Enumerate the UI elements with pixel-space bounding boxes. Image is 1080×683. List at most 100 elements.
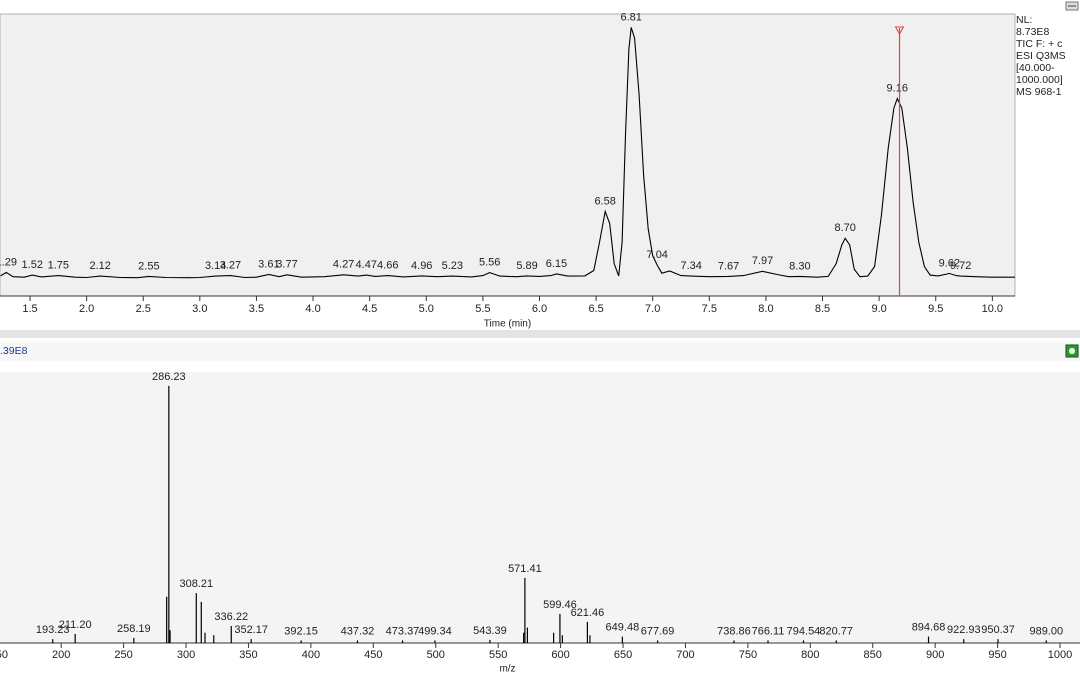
x-tick-label: 150 bbox=[0, 649, 8, 661]
stick-label: 794.54 bbox=[787, 625, 821, 637]
stick-label: 599.46 bbox=[543, 599, 577, 611]
stick-label: 820.77 bbox=[819, 625, 853, 637]
x-tick-label: 6.5 bbox=[588, 303, 603, 315]
peak-label: 2.12 bbox=[89, 260, 110, 272]
x-tick-label: 5.0 bbox=[419, 303, 434, 315]
stick-label: 286.23 bbox=[152, 371, 186, 383]
spectrum-icon[interactable] bbox=[1065, 344, 1079, 358]
stick-label: 950.37 bbox=[981, 624, 1015, 636]
x-tick-label: 700 bbox=[676, 649, 694, 661]
peak-label: 3.14 bbox=[205, 260, 226, 272]
stick-label: 677.69 bbox=[641, 625, 675, 637]
x-tick-label: 450 bbox=[364, 649, 382, 661]
x-axis-title: m/z bbox=[499, 664, 515, 675]
peak-label: 3.77 bbox=[276, 259, 297, 271]
x-tick-label: 650 bbox=[614, 649, 632, 661]
x-tick-label: 3.0 bbox=[192, 303, 207, 315]
peak-label: 4.47 bbox=[356, 259, 377, 271]
x-tick-label: 8.5 bbox=[815, 303, 830, 315]
x-tick-label: 8.0 bbox=[758, 303, 773, 315]
stick-label: 989.00 bbox=[1029, 625, 1063, 637]
stick-label: 258.19 bbox=[117, 623, 151, 635]
x-tick-label: 750 bbox=[739, 649, 757, 661]
stick-label: 766.11 bbox=[752, 625, 785, 637]
x-tick-label: 10.0 bbox=[982, 303, 1003, 315]
x-tick-label: 200 bbox=[52, 649, 70, 661]
peak-label: 1.29 bbox=[0, 256, 17, 268]
stick-label: 738.86 bbox=[717, 625, 751, 637]
x-tick-label: 7.5 bbox=[702, 303, 717, 315]
normalization-level: .39E8 bbox=[0, 345, 28, 357]
peak-label: 7.97 bbox=[752, 255, 773, 267]
scan-info: 1000.000] bbox=[1016, 74, 1063, 86]
stick-label: 392.15 bbox=[284, 625, 318, 637]
x-tick-label: 4.5 bbox=[362, 303, 377, 315]
peak-label: 1.52 bbox=[22, 259, 43, 271]
x-axis-title: Time (min) bbox=[484, 319, 531, 330]
stick-label: 336.22 bbox=[214, 611, 248, 623]
peak-label: 9.72 bbox=[950, 260, 971, 272]
pin-icon[interactable] bbox=[1065, 1, 1079, 11]
stick-label: 621.46 bbox=[571, 607, 605, 619]
peak-label: 3.27 bbox=[220, 259, 241, 271]
x-tick-label: 800 bbox=[801, 649, 819, 661]
peak-label: 5.23 bbox=[442, 260, 463, 272]
scan-info: NL: bbox=[1016, 14, 1032, 26]
scan-info: MS 968-1 bbox=[1016, 86, 1062, 98]
stick-label: 543.39 bbox=[473, 625, 507, 637]
stick-label: 193.23 bbox=[36, 624, 70, 636]
cursor-handle bbox=[894, 26, 905, 36]
peak-label: 8.70 bbox=[834, 222, 855, 234]
x-tick-label: 9.5 bbox=[928, 303, 943, 315]
spectrum-plot-area bbox=[0, 372, 1080, 643]
peak-label: 7.04 bbox=[647, 249, 668, 261]
stick-label: 571.41 bbox=[508, 563, 542, 575]
peak-label: 9.16 bbox=[887, 83, 908, 95]
scan-info: ESI Q3MS bbox=[1016, 50, 1066, 62]
peak-label: 4.27 bbox=[333, 259, 354, 271]
peak-label: 7.34 bbox=[680, 260, 701, 272]
stick-label: 922.93 bbox=[947, 624, 981, 636]
x-tick-label: 1.5 bbox=[22, 303, 37, 315]
chromatogram-plot-area bbox=[0, 13, 1016, 297]
peak-label: 7.67 bbox=[718, 260, 739, 272]
x-tick-label: 2.5 bbox=[136, 303, 151, 315]
stick-label: 308.21 bbox=[179, 578, 213, 590]
peak-label: 6.15 bbox=[546, 258, 567, 270]
x-tick-label: 6.0 bbox=[532, 303, 547, 315]
x-tick-label: 500 bbox=[427, 649, 445, 661]
x-tick-label: 350 bbox=[239, 649, 257, 661]
x-tick-label: 7.0 bbox=[645, 303, 660, 315]
scan-info: [40.000- bbox=[1016, 62, 1055, 74]
stick-label: 352.17 bbox=[234, 624, 268, 636]
x-tick-label: 300 bbox=[177, 649, 195, 661]
peak-label: 8.30 bbox=[789, 260, 810, 272]
pane-separator bbox=[0, 330, 1080, 338]
peak-label: 2.55 bbox=[138, 260, 159, 272]
x-tick-label: 1000 bbox=[1048, 649, 1072, 661]
peak-label: 9.62 bbox=[939, 257, 960, 269]
peak-label: 4.66 bbox=[377, 259, 398, 271]
stick-label: 473.37 bbox=[386, 625, 420, 637]
stick-label: 499.34 bbox=[418, 625, 452, 637]
x-tick-label: 4.0 bbox=[305, 303, 320, 315]
stick-label: 211.20 bbox=[59, 619, 92, 631]
x-tick-label: 850 bbox=[864, 649, 882, 661]
chromatogram-trace bbox=[0, 27, 1015, 279]
x-tick-label: 550 bbox=[489, 649, 507, 661]
peak-label: 5.89 bbox=[516, 260, 537, 272]
x-tick-label: 600 bbox=[551, 649, 569, 661]
stick-label: 437.32 bbox=[341, 625, 375, 637]
peak-label: 6.58 bbox=[594, 195, 615, 207]
scan-info: 8.73E8 bbox=[1016, 26, 1049, 38]
x-tick-label: 400 bbox=[302, 649, 320, 661]
x-tick-label: 2.0 bbox=[79, 303, 94, 315]
stick-label: 649.48 bbox=[606, 621, 640, 633]
peak-label: 3.61 bbox=[258, 258, 279, 270]
peak-label: 6.81 bbox=[620, 11, 641, 23]
x-tick-label: 250 bbox=[114, 649, 132, 661]
x-tick-label: 3.5 bbox=[249, 303, 264, 315]
spectrum-header bbox=[0, 341, 1080, 361]
scan-info: TIC F: + c bbox=[1016, 38, 1062, 50]
